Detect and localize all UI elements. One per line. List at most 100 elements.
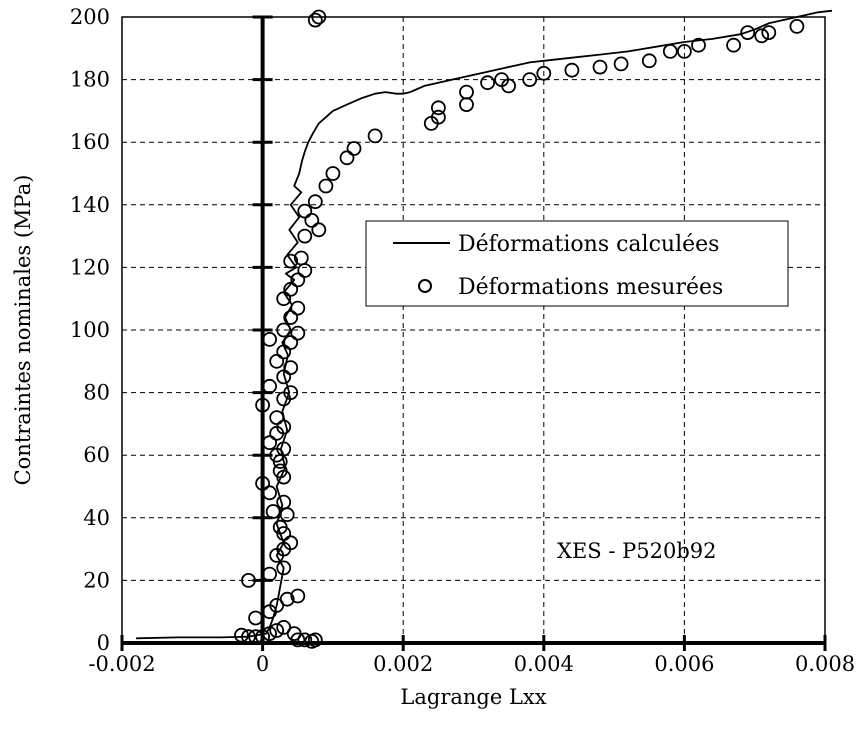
y-tick-label: 200	[70, 5, 110, 29]
measured-point	[536, 65, 552, 81]
measured-point	[248, 610, 264, 626]
measured-point	[297, 203, 313, 219]
measured-point	[276, 344, 292, 360]
measured-point	[262, 331, 278, 347]
measured-point	[480, 75, 496, 91]
y-axis-title: Contraintes nominales (MPa)	[11, 175, 35, 486]
measured-point	[276, 419, 292, 435]
measured-point	[262, 566, 278, 582]
measured-point	[318, 178, 334, 194]
y-tick-label: 100	[70, 318, 110, 342]
measured-point	[430, 100, 446, 116]
y-tick-label: 160	[70, 130, 110, 154]
measured-point	[276, 469, 292, 485]
y-tick-label: 0	[97, 631, 110, 655]
measured-point	[269, 410, 285, 426]
measured-point	[283, 335, 299, 350]
legend-label-calculated: Déformations calculées	[458, 232, 719, 257]
measured-point	[293, 250, 309, 266]
measured-point	[283, 360, 299, 376]
measured-point	[297, 632, 313, 648]
measured-point	[789, 18, 805, 34]
calculated-series-layer	[136, 9, 833, 640]
y-tick-label: 80	[83, 381, 110, 405]
measured-point	[761, 25, 777, 40]
measured-point	[276, 369, 292, 385]
measured-point	[290, 272, 306, 288]
measured-point	[740, 25, 756, 40]
measured-point	[279, 591, 295, 607]
measured-point	[265, 504, 281, 519]
measured-point	[459, 97, 474, 112]
measured-point	[297, 228, 313, 244]
measured-point	[290, 632, 306, 648]
x-tick-label: 0.004	[514, 652, 574, 676]
x-tick-label: 0.002	[373, 652, 433, 676]
measured-point	[290, 588, 306, 604]
measured-point	[262, 378, 278, 394]
measured-point	[283, 385, 299, 401]
y-tick-label: 20	[83, 568, 110, 592]
measured-point	[307, 194, 323, 210]
y-tick-label: 140	[70, 193, 110, 217]
measured-point	[459, 84, 474, 100]
measured-point	[276, 291, 292, 307]
measured-point	[430, 109, 446, 125]
measured-point	[276, 322, 292, 338]
measured-point	[272, 519, 288, 535]
measured-point	[304, 212, 320, 228]
measured-point	[276, 560, 292, 576]
measured-point	[307, 12, 323, 28]
grid-lines	[122, 17, 825, 643]
calculated-line	[136, 9, 833, 640]
measured-point	[346, 141, 362, 156]
measured-point	[262, 485, 278, 501]
axes	[120, 15, 827, 651]
measured-point	[367, 128, 383, 144]
measured-point	[677, 44, 692, 59]
measured-point	[754, 28, 770, 44]
x-tick-label: 0.006	[654, 652, 714, 676]
measured-point	[276, 494, 292, 510]
tick-labels: -0.002 0 0.002 0.004 0.006 0.0080204060801001…	[70, 5, 855, 676]
measured-point	[290, 300, 306, 316]
x-tick-label: 0.008	[795, 652, 855, 676]
y-tick-label: 40	[83, 506, 110, 530]
measured-series-layer	[234, 9, 805, 649]
specimen-annotation: XES - P520b92	[557, 539, 717, 563]
measured-point	[311, 222, 327, 238]
x-tick-label: -0.002	[88, 652, 155, 676]
measured-point	[283, 281, 299, 297]
legend: Déformations calculées Déformations mesu…	[365, 220, 789, 307]
measured-point	[279, 507, 295, 523]
measured-point	[501, 78, 517, 94]
y-tick-label: 180	[70, 68, 110, 92]
y-tick-label: 60	[83, 443, 110, 467]
measured-point	[641, 53, 657, 69]
x-axis-title: Lagrange Lxx	[400, 685, 546, 709]
measured-point	[564, 62, 580, 78]
y-tick-label: 120	[70, 255, 110, 279]
legend-label-measured: Déformations mesurées	[458, 275, 723, 300]
measured-point	[269, 623, 285, 638]
measured-point	[592, 59, 608, 75]
measured-point	[662, 44, 678, 59]
measured-point	[522, 72, 538, 87]
measured-point	[283, 310, 299, 325]
measured-point	[691, 37, 706, 53]
measured-point	[613, 56, 629, 72]
x-tick-label: 0	[256, 652, 269, 676]
legend-marker-swatch	[418, 279, 432, 293]
measured-point	[290, 325, 306, 341]
legend-box	[365, 220, 789, 307]
measured-point	[269, 353, 285, 369]
measured-point	[283, 535, 299, 551]
measured-point	[307, 632, 323, 648]
measured-point	[276, 441, 292, 457]
measured-point	[726, 37, 741, 53]
measured-point	[339, 150, 355, 166]
measured-point	[297, 263, 313, 278]
measured-point	[262, 435, 278, 451]
measured-point	[325, 166, 341, 181]
